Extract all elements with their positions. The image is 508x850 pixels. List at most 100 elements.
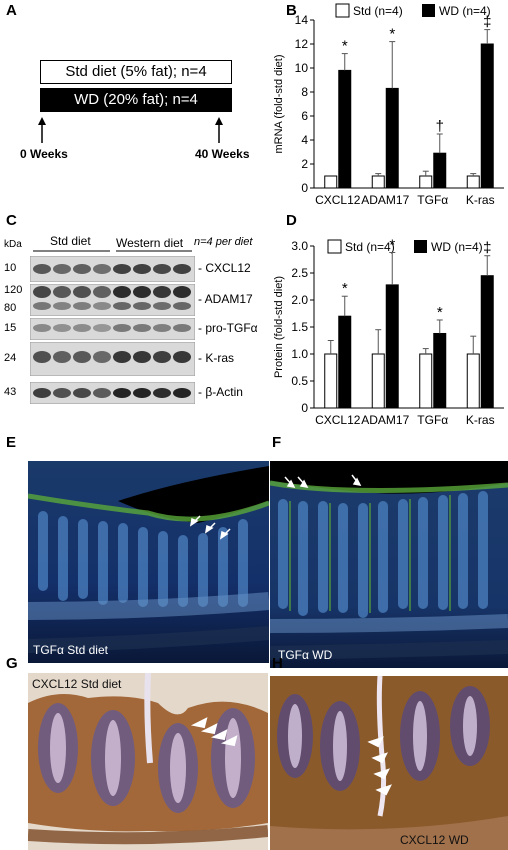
blot-band: [173, 286, 191, 298]
blot-band: [93, 324, 111, 332]
blot-band: [73, 286, 91, 298]
x-tick-label: K-ras: [466, 413, 495, 427]
y-tick-label: 1.5: [291, 320, 308, 334]
blot-band: [113, 264, 131, 274]
blot-band: [133, 286, 151, 298]
bar-std: [466, 175, 480, 189]
blot-band: [133, 351, 151, 363]
wd-box-label: WD (20% fat); n=4: [74, 91, 198, 108]
tgfa-std-micrograph: TGFα Std diet: [28, 461, 269, 663]
blot-band: [113, 324, 131, 332]
bar-std: [419, 353, 433, 409]
bar-wd: [433, 332, 447, 409]
blot-band: [153, 388, 171, 398]
cxcl12-std-micrograph: CXCL12 Std diet: [28, 673, 268, 850]
legend-swatch-wd: [422, 4, 435, 17]
panel-letter-e: E: [6, 434, 17, 451]
blot-band: [33, 286, 51, 298]
blot-protein-label: - K-ras: [198, 351, 234, 365]
molecular-weight-label: 80: [4, 302, 17, 314]
legend-label-wd: WD (n=4): [431, 240, 483, 254]
blot-band: [73, 388, 91, 398]
blot-band: [133, 388, 151, 398]
cxcl12-std-label: CXCL12 Std diet: [32, 677, 122, 691]
significance-mark: *: [389, 236, 395, 253]
panel-letter-h: H: [272, 655, 283, 672]
blot-band: [113, 302, 131, 310]
bar-std: [419, 175, 433, 189]
blot-strip: [30, 382, 195, 404]
significance-mark: †: [436, 118, 444, 135]
blot-band: [173, 302, 191, 310]
y-tick-label: 0: [301, 401, 308, 415]
legend-label-std: Std (n=4): [345, 240, 395, 254]
cxcl12-wd-image: [270, 676, 508, 850]
y-tick-label: 2.0: [291, 293, 308, 307]
y-tick-label: 4: [301, 133, 308, 147]
blot-band: [33, 302, 51, 310]
x-tick-label: CXCL12: [315, 413, 361, 427]
blot-band: [53, 302, 71, 310]
blot-band: [33, 324, 51, 332]
blot-band: [33, 264, 51, 274]
bar-std: [371, 353, 385, 409]
blot-band: [133, 324, 151, 332]
significance-mark: ‡: [483, 14, 491, 31]
x-tick-label: ADAM17: [361, 413, 409, 427]
bar-wd: [338, 69, 352, 189]
y-tick-label: 14: [295, 13, 309, 27]
molecular-weight-label: 120: [4, 284, 23, 296]
blot-band: [33, 351, 51, 363]
bar-wd: [480, 275, 494, 409]
blot-band: [153, 324, 171, 332]
blot-band: [173, 351, 191, 363]
arrow-icons-g: [190, 717, 238, 747]
blot-protein-label: - CXCL12: [198, 261, 251, 275]
legend-swatch-std: [327, 239, 342, 254]
arrow-icons-f: [284, 474, 362, 488]
molecular-weight-label: 43: [4, 386, 17, 398]
significance-mark: *: [389, 26, 395, 43]
y-tick-label: 0.5: [291, 374, 308, 388]
significance-mark: *: [342, 38, 348, 55]
cxcl12-std-image: [28, 673, 268, 850]
blot-band: [133, 264, 151, 274]
legend-label-wd: WD (n=4): [439, 4, 491, 18]
end-week-label: 40 Weeks: [195, 147, 250, 161]
blot-band: [73, 324, 91, 332]
blot-band: [93, 351, 111, 363]
legend-label-std: Std (n=4): [353, 4, 403, 18]
blot-band: [33, 388, 51, 398]
blot-band: [153, 351, 171, 363]
blot-band: [53, 264, 71, 274]
blot-band: [173, 388, 191, 398]
bar-std: [466, 353, 480, 409]
blot-band: [93, 286, 111, 298]
tgfa-wd-micrograph: TGFα WD: [270, 461, 508, 668]
mrna-bar-chart: Std (n=4) WD (n=4) 0 2 4 6 8 10 12 14 mRNA (fold-s…: [273, 3, 504, 207]
y-tick-label: 2.5: [291, 266, 308, 280]
y-axis-label: mRNA (fold-std diet): [273, 54, 285, 153]
blot-band: [113, 388, 131, 398]
blot-band: [93, 388, 111, 398]
y-tick-label: 0: [301, 181, 308, 195]
blot-band: [113, 286, 131, 298]
y-tick-label: 3.0: [291, 239, 308, 253]
x-tick-label: TGFα: [417, 193, 448, 207]
cxcl12-wd-label: CXCL12 WD: [400, 833, 469, 847]
panel-letter-g: G: [6, 655, 18, 672]
std-diet-group-label: Std diet: [50, 234, 91, 248]
x-tick-label: TGFα: [417, 413, 448, 427]
panel-letter-f: F: [272, 434, 282, 451]
y-tick-label: 6: [301, 109, 308, 123]
blot-strip: [30, 256, 195, 282]
blot-protein-label: - pro-TGFα: [198, 321, 258, 335]
tgfa-wd-label: TGFα WD: [278, 648, 333, 662]
arrow-icons-e: [189, 515, 231, 540]
cxcl12-wd-micrograph: CXCL12 WD: [270, 676, 508, 850]
blot-protein-label: - ADAM17: [198, 292, 253, 306]
bar-std: [324, 175, 338, 189]
significance-mark: *: [342, 280, 348, 297]
blot-band: [153, 302, 171, 310]
blot-band: [93, 264, 111, 274]
